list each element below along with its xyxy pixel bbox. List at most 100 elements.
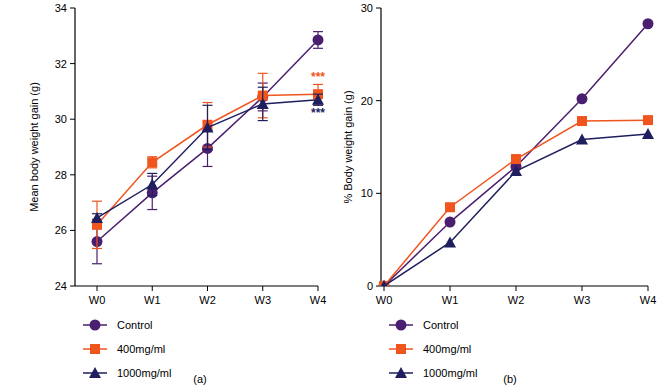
x-tick bbox=[516, 286, 517, 291]
y-tick-label: 10 bbox=[361, 187, 373, 199]
legend-marker bbox=[90, 344, 100, 354]
point bbox=[510, 165, 522, 176]
y-tick bbox=[376, 8, 381, 9]
point bbox=[577, 93, 588, 104]
annotation: *** bbox=[311, 106, 325, 120]
y-tick bbox=[70, 8, 75, 9]
panel-label: (a) bbox=[193, 373, 206, 385]
y-tick bbox=[70, 286, 75, 287]
y-tick bbox=[376, 193, 381, 194]
error-bar bbox=[258, 87, 268, 120]
series-line bbox=[97, 100, 318, 218]
series-line bbox=[384, 120, 648, 286]
y-axis bbox=[74, 8, 75, 286]
y-tick-label: 30 bbox=[361, 2, 373, 14]
legend-label: Control bbox=[423, 319, 458, 331]
point bbox=[378, 280, 390, 286]
y-tick bbox=[376, 100, 381, 101]
y-tick-label: 30 bbox=[55, 113, 67, 125]
legend-label: 1000mg/ml bbox=[117, 367, 171, 379]
x-tick-label: W3 bbox=[255, 294, 272, 306]
legend-marker bbox=[89, 367, 101, 378]
legend-item: 1000mg/ml bbox=[83, 367, 171, 379]
series-line bbox=[97, 94, 318, 225]
y-axis bbox=[380, 8, 381, 286]
panel-label: (b) bbox=[503, 373, 516, 385]
y-tick bbox=[70, 63, 75, 64]
x-tick-label: W0 bbox=[376, 294, 393, 306]
y-tick-label: 34 bbox=[55, 2, 67, 14]
x-tick-label: W2 bbox=[508, 294, 525, 306]
legend-marker bbox=[395, 367, 407, 378]
y-axis-label: % Body weight gain (g) bbox=[342, 90, 354, 203]
x-tick bbox=[384, 286, 385, 291]
point bbox=[445, 202, 455, 212]
y-tick-label: 32 bbox=[55, 58, 67, 70]
figure: 242628303234W0W1W2W3W4Mean body weight g… bbox=[0, 0, 662, 389]
legend-label: 400mg/ml bbox=[117, 343, 165, 355]
error-bar bbox=[203, 105, 213, 149]
x-tick-label: W3 bbox=[574, 294, 591, 306]
x-axis bbox=[75, 285, 318, 286]
point bbox=[257, 98, 269, 109]
legend-label: Control bbox=[117, 319, 152, 331]
plot-area bbox=[91, 32, 324, 264]
error-bar bbox=[313, 84, 323, 103]
y-tick-label: 26 bbox=[55, 224, 67, 236]
series-line bbox=[384, 134, 648, 286]
legend-label: 400mg/ml bbox=[423, 343, 471, 355]
error-bar bbox=[313, 32, 323, 49]
series-line bbox=[97, 40, 318, 242]
x-tick bbox=[262, 286, 263, 291]
point bbox=[577, 116, 587, 126]
y-tick-label: 0 bbox=[367, 280, 373, 292]
legend-label: 1000mg/ml bbox=[423, 367, 477, 379]
x-tick-label: W0 bbox=[89, 294, 106, 306]
error-bar bbox=[92, 201, 102, 248]
legend-marker bbox=[396, 320, 407, 331]
point bbox=[313, 34, 324, 45]
y-tick-label: 24 bbox=[55, 280, 67, 292]
point bbox=[511, 154, 521, 164]
x-tick-label: W4 bbox=[640, 294, 657, 306]
point bbox=[91, 212, 103, 223]
point bbox=[643, 115, 653, 125]
y-tick bbox=[70, 230, 75, 231]
x-axis bbox=[381, 285, 648, 286]
point bbox=[642, 128, 654, 139]
legend-item: 1000mg/ml bbox=[389, 367, 477, 379]
y-tick bbox=[70, 174, 75, 175]
plot-area bbox=[378, 18, 654, 286]
point bbox=[445, 217, 456, 228]
legend-item: Control bbox=[83, 319, 152, 331]
y-tick-label: 28 bbox=[55, 169, 67, 181]
x-tick-label: W1 bbox=[144, 294, 161, 306]
point bbox=[576, 134, 588, 145]
point bbox=[202, 122, 214, 133]
chart: 0 10 20 30 W0 W1 W2 W3 W4 % Body weight gain (g) C… bbox=[342, 2, 656, 385]
y-tick-label: 20 bbox=[361, 95, 373, 107]
y-tick bbox=[70, 119, 75, 120]
series-line bbox=[384, 24, 648, 286]
x-tick bbox=[97, 286, 98, 291]
point bbox=[312, 94, 324, 105]
x-tick-label: W4 bbox=[310, 294, 327, 306]
x-tick-label: W1 bbox=[442, 294, 459, 306]
point bbox=[147, 157, 157, 167]
annotation: *** bbox=[311, 70, 325, 84]
point bbox=[146, 179, 158, 190]
legend-item: 400mg/ml bbox=[389, 343, 471, 355]
legend-marker bbox=[396, 344, 406, 354]
x-tick bbox=[318, 286, 319, 291]
chart: 242628303234W0W1W2W3W4Mean body weight g… bbox=[28, 2, 326, 385]
point bbox=[643, 18, 654, 29]
error-bar bbox=[313, 94, 323, 105]
x-tick bbox=[582, 286, 583, 291]
x-tick bbox=[152, 286, 153, 291]
legend-item: 400mg/ml bbox=[83, 343, 165, 355]
x-tick bbox=[648, 286, 649, 291]
point bbox=[444, 236, 456, 247]
legend-item: Control bbox=[389, 319, 458, 331]
x-tick bbox=[450, 286, 451, 291]
error-bar bbox=[147, 173, 157, 195]
